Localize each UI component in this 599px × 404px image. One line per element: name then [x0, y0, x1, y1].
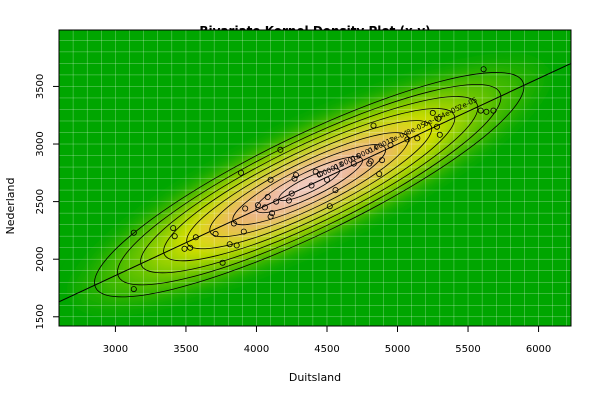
regression-line [59, 62, 571, 303]
data-point [376, 170, 383, 177]
data-point [170, 225, 177, 232]
data-point [267, 213, 274, 220]
data-point [130, 286, 137, 293]
data-point [273, 198, 280, 205]
contour-line [94, 72, 525, 298]
data-point [477, 107, 484, 114]
data-point [288, 190, 295, 197]
data-point [242, 205, 249, 212]
data-point [480, 66, 487, 73]
data-point [436, 131, 443, 138]
x-tick-label: 6000 [526, 344, 551, 355]
y-tick-label: 3500 [35, 74, 46, 99]
data-point [367, 158, 374, 165]
data-point [350, 160, 357, 167]
data-point [261, 204, 268, 211]
contour-line [140, 96, 479, 274]
data-point [181, 245, 188, 252]
data-point [237, 169, 244, 176]
data-point [226, 241, 233, 248]
contour-line [117, 84, 502, 286]
data-point [332, 187, 339, 194]
data-point [130, 229, 137, 236]
x-tick-label: 4500 [314, 344, 339, 355]
data-point [240, 228, 247, 235]
data-point [433, 123, 440, 130]
data-point [308, 182, 315, 189]
x-axis: 3000 3500 4000 4500 5000 5500 6000 [103, 325, 551, 355]
data-point [378, 157, 385, 164]
x-axis-label: Duitsland [289, 371, 341, 384]
x-tick-label: 4000 [244, 344, 269, 355]
data-point [267, 176, 274, 183]
data-point [370, 122, 377, 129]
plot-clip-group: 2e-054e-056e-058e-051e-040.000120.000140… [59, 30, 571, 326]
data-point [219, 259, 226, 266]
y-axis: 1500 2000 2500 3000 3500 [35, 74, 60, 330]
data-point [254, 202, 261, 209]
data-point [277, 146, 284, 153]
data-point [387, 142, 394, 149]
data-point [292, 172, 299, 179]
data-point [285, 197, 292, 204]
x-tick-label: 3000 [103, 344, 128, 355]
data-point [404, 136, 411, 143]
data-point [264, 193, 271, 200]
data-point [171, 233, 178, 240]
plot-area: 2e-054e-056e-058e-051e-040.000120.000140… [58, 29, 572, 327]
data-point [212, 230, 219, 237]
data-point [483, 108, 490, 115]
data-point [435, 115, 442, 122]
x-tick-label: 5500 [455, 344, 480, 355]
data-point [414, 135, 421, 142]
data-point [326, 203, 333, 210]
data-point [230, 220, 237, 227]
data-point [192, 234, 199, 241]
y-tick-label: 2000 [35, 246, 46, 271]
data-point [291, 175, 298, 182]
y-axis-label: Nederland [4, 177, 17, 234]
y-tick-label: 1500 [35, 304, 46, 329]
data-point [323, 176, 330, 183]
contour-line [163, 108, 456, 262]
data-point [233, 242, 240, 249]
y-tick-label: 2500 [35, 189, 46, 214]
data-point [490, 107, 497, 114]
data-point [429, 109, 436, 116]
data-point [316, 170, 323, 177]
y-tick-label: 3000 [35, 131, 46, 156]
data-point [268, 210, 275, 217]
contour-line [186, 120, 433, 250]
data-points [130, 66, 497, 293]
data-point [187, 244, 194, 251]
x-tick-label: 5000 [385, 344, 410, 355]
x-tick-label: 3500 [173, 344, 198, 355]
